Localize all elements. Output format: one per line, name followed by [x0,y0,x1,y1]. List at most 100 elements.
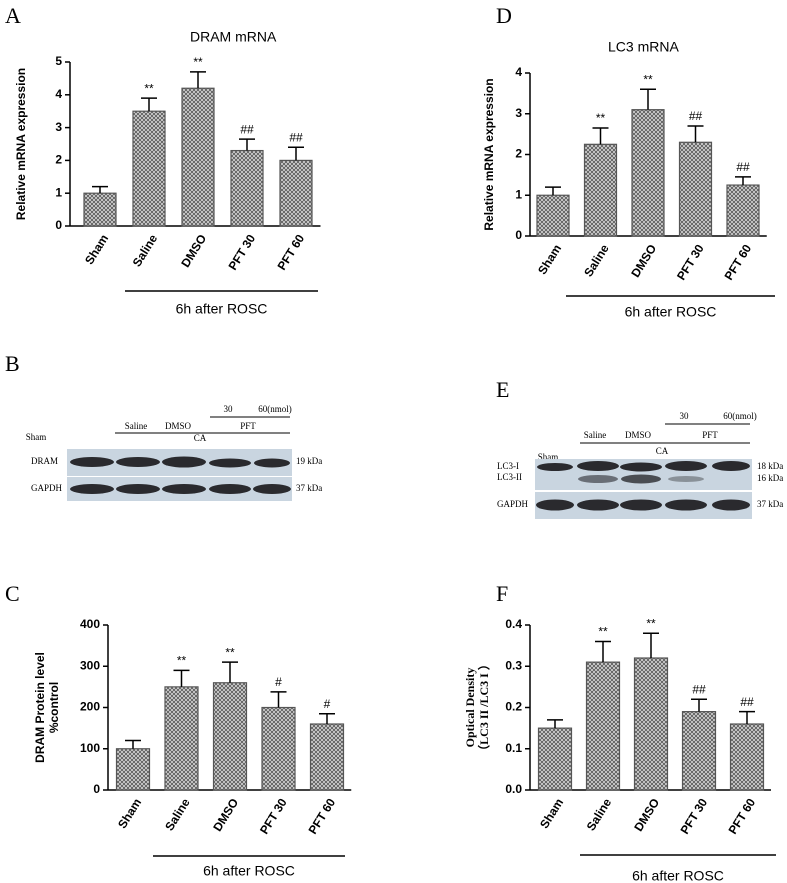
kda-label: 37 kDa [757,499,783,509]
y-tick-label: 0 [515,228,522,242]
y-tick-label: 3 [515,106,522,120]
sham-label: Sham [538,452,559,462]
x-tick-label: DMSO [178,232,209,270]
bar [261,706,296,791]
group-label: PFT [702,430,718,440]
y-tick-label: 2 [515,147,522,161]
bar [631,109,665,237]
x-tick-label: Sham [537,796,566,831]
x-tick-label: Saline [130,232,161,270]
significance: ** [225,645,235,659]
y-axis-label: Optical Density [463,668,477,748]
group-label: Saline [584,430,607,440]
group-label: 6h after ROSC [625,304,717,320]
y-tick-label: 5 [55,54,62,68]
bar [729,723,765,791]
significance: ** [646,616,656,630]
y-tick-label: 2 [55,153,62,167]
kda-label: 37 kDa [296,483,322,493]
row-label: GAPDH [497,499,529,509]
y-axis-label: %control [47,682,61,733]
group-label: 6h after ROSC [176,301,268,317]
error-bar [141,97,157,112]
x-tick-label: PFT 60 [275,232,308,273]
significance: ## [289,130,303,144]
group-label: DMSO [165,421,192,431]
significance: ## [240,122,254,136]
error-bar [190,71,206,89]
error-bar [687,125,704,143]
bar [132,110,166,227]
x-tick-label: Sham [82,232,111,267]
dose-label: 60(nmol) [258,404,292,414]
bar [230,149,264,227]
x-tick-label: PFT 30 [674,242,707,283]
error-bar [739,710,755,724]
bar [726,184,760,237]
bar [181,87,215,227]
y-tick-label: 0.3 [505,658,522,672]
error-bar [592,127,609,145]
ca-label: CA [194,433,207,443]
x-tick-label: PFT 60 [726,796,759,837]
significance: ## [689,109,703,123]
bar [115,748,151,791]
bar [309,723,345,791]
y-tick-label: 0 [93,782,100,796]
y-tick-label: 0.4 [505,617,522,631]
row-label: DRAM [31,456,58,466]
significance: ** [596,111,606,125]
bar [678,141,713,237]
kda-label: 16 kDa [757,473,783,483]
panel-letter: F [496,581,508,606]
x-tick-label: PFT 30 [257,796,290,837]
dose-label: 30 [224,404,234,414]
bar [537,727,573,791]
y-tick-label: 4 [515,65,522,79]
group-label: Saline [125,421,148,431]
chart-title: LC3 mRNA [608,39,679,55]
x-tick-label: DMSO [631,796,662,834]
error-bar [222,661,238,683]
x-tick-label: Saline [162,796,193,834]
blot-e: E 30 60(nmol) Saline DMSO PFT Sham CA LC… [496,377,783,519]
error-bar [239,138,255,151]
y-tick-label: 0.1 [505,741,522,755]
bands [536,461,750,511]
chart-title: DRAM mRNA [190,29,277,45]
y-tick-label: 1 [55,185,62,199]
y-tick-label: 3 [55,120,62,134]
group-label: PFT [240,421,256,431]
error-bar [125,739,141,749]
x-tick-label: PFT 30 [226,232,259,273]
dose-label: 30 [680,411,690,421]
bar [279,159,313,227]
error-bar [640,88,656,110]
y-axis-label: Relative mRNA expression [14,68,28,220]
significance: # [324,697,331,711]
significance: ** [144,81,154,95]
bar [583,143,618,237]
significance: # [275,675,282,689]
error-bar [691,698,707,712]
y-tick-label: 100 [80,741,100,755]
panel-letter: A [5,3,21,28]
significance: ** [193,55,203,69]
significance: ** [177,654,187,668]
y-tick-label: 400 [80,617,100,631]
y-tick-label: 0.0 [505,782,522,796]
y-tick-label: 200 [80,700,100,714]
error-bar [545,186,561,196]
panel-letter: B [5,351,20,376]
dose-label: 60(nmol) [723,411,757,421]
row-label: LC3-I [497,461,519,471]
error-bar [595,640,611,663]
x-tick-label: PFT 60 [306,796,339,837]
y-axis-label: DRAM Protein level [33,652,47,763]
group-label: 6h after ROSC [203,863,295,879]
error-bar [173,669,190,687]
blot-b: B 30 60(nmol) Saline DMSO PFT Sham CA DR… [5,351,322,501]
error-bar [643,632,659,658]
bar [585,661,621,791]
y-axis-label: Relative mRNA expression [482,78,496,230]
